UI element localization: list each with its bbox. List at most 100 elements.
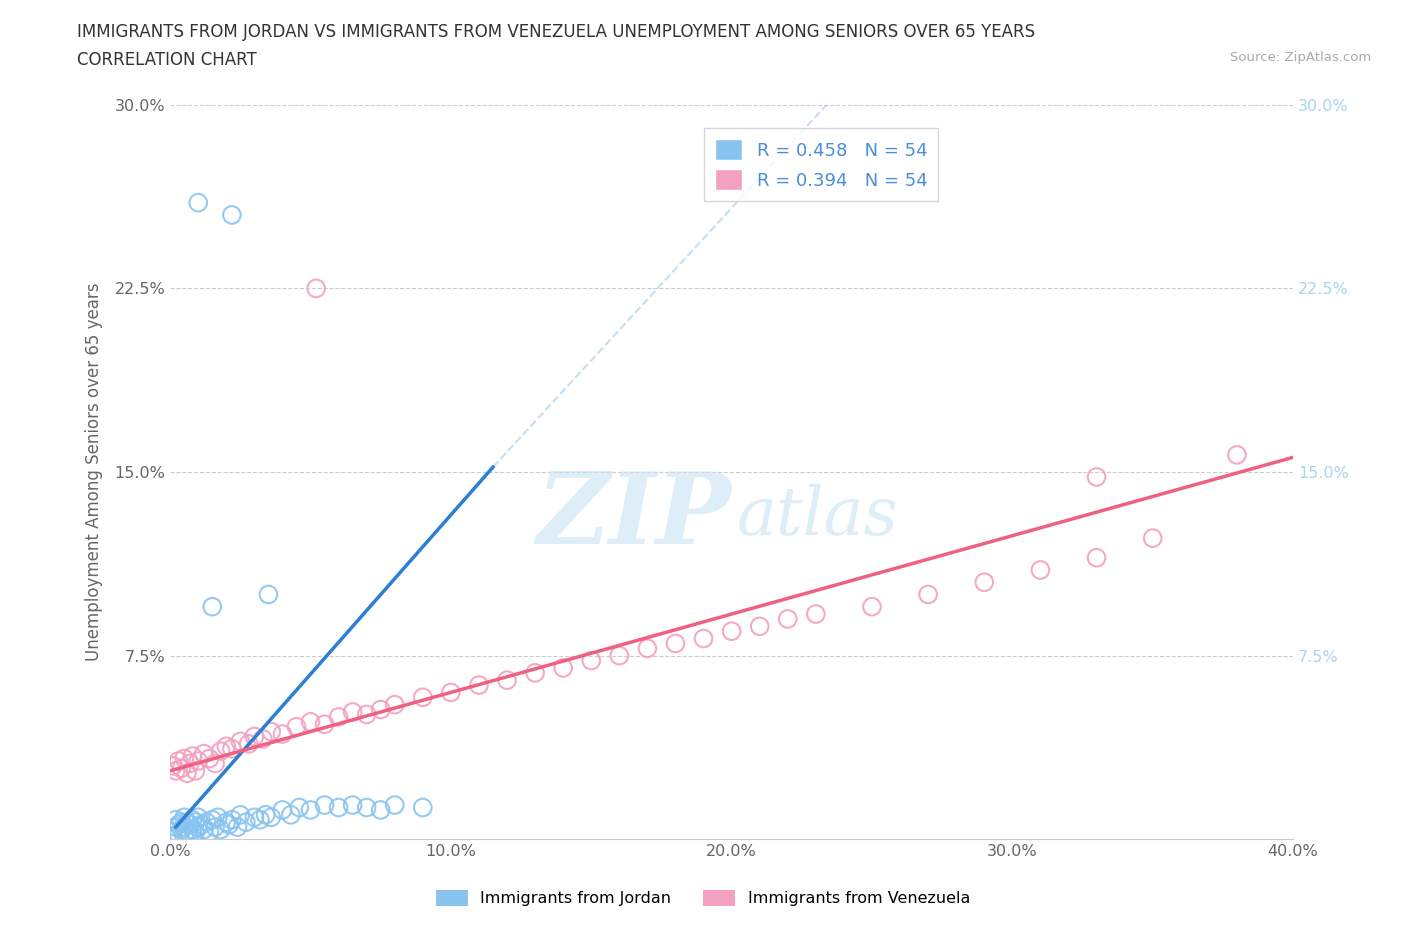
Point [384, 798, 406, 813]
Point [184, 764, 207, 778]
Point [173, 810, 195, 825]
Point [195, 815, 218, 830]
Point [165, 819, 187, 834]
Legend: Immigrants from Jordan, Immigrants from Venezuela: Immigrants from Jordan, Immigrants from … [429, 884, 977, 912]
Point [176, 815, 198, 830]
Point [973, 575, 995, 590]
Point [314, 798, 336, 813]
Point [260, 724, 283, 739]
Point [664, 636, 686, 651]
Point [917, 587, 939, 602]
Point [229, 734, 252, 749]
Point [412, 690, 434, 705]
Point [215, 815, 238, 830]
Point [860, 599, 883, 614]
Point [1085, 470, 1108, 485]
Point [260, 810, 283, 825]
Point [342, 798, 364, 813]
Point [162, 825, 184, 840]
Point [285, 719, 308, 734]
Point [179, 827, 201, 842]
Point [249, 812, 271, 827]
Point [235, 815, 257, 830]
Point [221, 741, 243, 756]
Point [209, 822, 232, 837]
Point [305, 281, 328, 296]
Text: ZIP: ZIP [537, 468, 731, 565]
Point [299, 714, 322, 729]
Point [215, 738, 238, 753]
Text: CORRELATION CHART: CORRELATION CHART [77, 51, 257, 69]
Point [181, 812, 204, 827]
Point [412, 800, 434, 815]
Point [176, 825, 198, 840]
Point [193, 746, 215, 761]
Point [179, 756, 201, 771]
Point [636, 641, 658, 656]
Text: atlas: atlas [737, 484, 898, 549]
Point [607, 648, 630, 663]
Point [184, 825, 207, 840]
Point [176, 765, 198, 780]
Point [288, 800, 311, 815]
Point [356, 707, 378, 722]
Point [226, 819, 249, 834]
Point [184, 815, 207, 830]
Point [299, 803, 322, 817]
Point [187, 810, 209, 825]
Point [193, 822, 215, 837]
Point [187, 819, 209, 834]
Point [370, 702, 392, 717]
Point [243, 810, 266, 825]
Point [209, 744, 232, 759]
Point [165, 812, 187, 827]
Point [581, 653, 603, 668]
Point [190, 817, 212, 832]
Point [328, 710, 350, 724]
Point [314, 717, 336, 732]
Point [201, 599, 224, 614]
Text: Source: ZipAtlas.com: Source: ZipAtlas.com [1230, 51, 1371, 64]
Point [181, 822, 204, 837]
Point [173, 819, 195, 834]
Point [201, 812, 224, 827]
Point [804, 606, 827, 621]
Point [162, 832, 184, 847]
Point [1226, 447, 1249, 462]
Point [342, 705, 364, 720]
Point [1085, 551, 1108, 565]
Point [187, 195, 209, 210]
Point [198, 825, 221, 840]
Point [384, 698, 406, 712]
Point [218, 817, 240, 832]
Point [229, 807, 252, 822]
Point [243, 729, 266, 744]
Point [165, 764, 187, 778]
Point [170, 815, 193, 830]
Point [257, 587, 280, 602]
Point [553, 660, 575, 675]
Point [179, 817, 201, 832]
Point [252, 732, 274, 747]
Text: IMMIGRANTS FROM JORDAN VS IMMIGRANTS FROM VENEZUELA UNEMPLOYMENT AMONG SENIORS O: IMMIGRANTS FROM JORDAN VS IMMIGRANTS FRO… [77, 23, 1035, 41]
Point [221, 812, 243, 827]
Point [173, 830, 195, 844]
Point [254, 807, 277, 822]
Point [204, 819, 226, 834]
Point [167, 817, 190, 832]
Y-axis label: Unemployment Among Seniors over 65 years: Unemployment Among Seniors over 65 years [86, 283, 103, 661]
Point [207, 810, 229, 825]
Point [496, 672, 519, 687]
Point [162, 759, 184, 774]
Point [221, 207, 243, 222]
Point [173, 751, 195, 766]
Point [271, 726, 294, 741]
Point [181, 749, 204, 764]
Point [748, 618, 770, 633]
Legend: R = 0.458   N = 54, R = 0.394   N = 54: R = 0.458 N = 54, R = 0.394 N = 54 [704, 128, 938, 201]
Point [370, 803, 392, 817]
Point [271, 803, 294, 817]
Point [167, 753, 190, 768]
Point [167, 827, 190, 842]
Point [238, 737, 260, 751]
